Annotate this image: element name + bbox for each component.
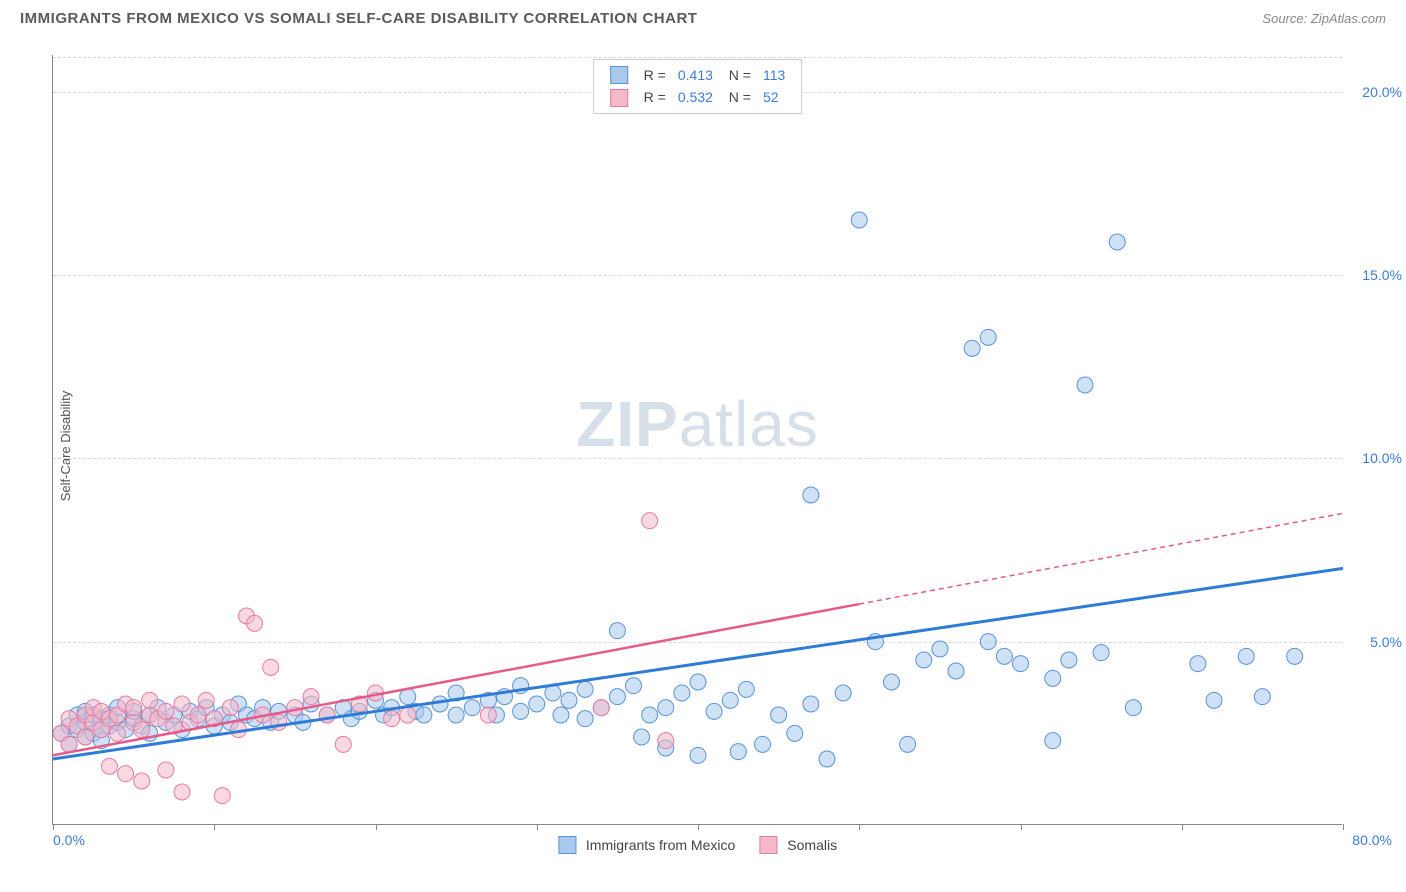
data-point bbox=[1190, 656, 1206, 672]
data-point bbox=[738, 681, 754, 697]
data-point bbox=[755, 736, 771, 752]
data-point bbox=[480, 707, 496, 723]
data-point bbox=[819, 751, 835, 767]
data-point bbox=[190, 707, 206, 723]
data-point bbox=[400, 707, 416, 723]
data-point bbox=[771, 707, 787, 723]
data-point bbox=[1206, 692, 1222, 708]
legend-item: Immigrants from Mexico bbox=[558, 836, 735, 854]
data-point bbox=[61, 736, 77, 752]
data-point bbox=[980, 634, 996, 650]
data-point bbox=[626, 678, 642, 694]
data-point bbox=[1077, 377, 1093, 393]
data-point bbox=[1238, 648, 1254, 664]
data-point bbox=[134, 722, 150, 738]
data-point bbox=[980, 329, 996, 345]
chart-header: IMMIGRANTS FROM MEXICO VS SOMALI SELF-CA… bbox=[0, 0, 1406, 35]
data-point bbox=[110, 725, 126, 741]
data-point bbox=[1287, 648, 1303, 664]
data-point bbox=[730, 744, 746, 760]
data-point bbox=[1254, 689, 1270, 705]
data-point bbox=[198, 692, 214, 708]
data-point bbox=[609, 623, 625, 639]
x-max-label: 80.0% bbox=[1352, 832, 1392, 848]
data-point bbox=[513, 703, 529, 719]
y-tick-label: 10.0% bbox=[1362, 450, 1402, 466]
data-point bbox=[1125, 700, 1141, 716]
data-point bbox=[335, 736, 351, 752]
data-point bbox=[263, 659, 279, 675]
data-point bbox=[553, 707, 569, 723]
data-point bbox=[134, 773, 150, 789]
data-point bbox=[932, 641, 948, 657]
data-point bbox=[593, 700, 609, 716]
y-tick-label: 20.0% bbox=[1362, 84, 1402, 100]
data-point bbox=[884, 674, 900, 690]
legend-row: R =0.413 N =113 bbox=[604, 64, 792, 86]
data-point bbox=[642, 513, 658, 529]
data-point bbox=[948, 663, 964, 679]
y-tick-label: 15.0% bbox=[1362, 267, 1402, 283]
data-point bbox=[706, 703, 722, 719]
data-point bbox=[464, 700, 480, 716]
data-point bbox=[900, 736, 916, 752]
data-point bbox=[174, 784, 190, 800]
data-point bbox=[916, 652, 932, 668]
data-point bbox=[101, 758, 117, 774]
data-point bbox=[609, 689, 625, 705]
data-point bbox=[561, 692, 577, 708]
data-point bbox=[634, 729, 650, 745]
legend-item: Somalis bbox=[759, 836, 837, 854]
data-point bbox=[222, 700, 238, 716]
data-point bbox=[1093, 645, 1109, 661]
data-point bbox=[158, 703, 174, 719]
legend-series: Immigrants from Mexico Somalis bbox=[558, 836, 837, 854]
chart-plot-area: ZIPatlas 5.0%10.0%15.0%20.0% R =0.413 N … bbox=[52, 55, 1342, 825]
data-point bbox=[416, 707, 432, 723]
scatter-plot bbox=[53, 55, 1342, 824]
data-point bbox=[964, 340, 980, 356]
data-point bbox=[448, 707, 464, 723]
data-point bbox=[174, 696, 190, 712]
data-point bbox=[118, 766, 134, 782]
data-point bbox=[851, 212, 867, 228]
data-point bbox=[577, 711, 593, 727]
trend-line-dashed bbox=[859, 513, 1343, 604]
data-point bbox=[1013, 656, 1029, 672]
trend-line bbox=[53, 604, 859, 755]
data-point bbox=[158, 762, 174, 778]
data-point bbox=[126, 700, 142, 716]
data-point bbox=[529, 696, 545, 712]
x-min-label: 0.0% bbox=[53, 832, 85, 848]
data-point bbox=[658, 700, 674, 716]
legend-row: R =0.532 N =52 bbox=[604, 86, 792, 108]
chart-title: IMMIGRANTS FROM MEXICO VS SOMALI SELF-CA… bbox=[20, 10, 697, 27]
data-point bbox=[996, 648, 1012, 664]
data-point bbox=[722, 692, 738, 708]
data-point bbox=[77, 729, 93, 745]
data-point bbox=[642, 707, 658, 723]
data-point bbox=[1109, 234, 1125, 250]
data-point bbox=[577, 681, 593, 697]
data-point bbox=[142, 692, 158, 708]
data-point bbox=[787, 725, 803, 741]
trend-line bbox=[53, 568, 1343, 759]
data-point bbox=[384, 711, 400, 727]
data-point bbox=[1045, 670, 1061, 686]
data-point bbox=[674, 685, 690, 701]
data-point bbox=[1061, 652, 1077, 668]
data-point bbox=[214, 788, 230, 804]
data-point bbox=[835, 685, 851, 701]
data-point bbox=[803, 696, 819, 712]
data-point bbox=[247, 615, 263, 631]
legend-correlation-box: R =0.413 N =113R =0.532 N =52 bbox=[593, 59, 803, 114]
data-point bbox=[690, 747, 706, 763]
data-point bbox=[658, 733, 674, 749]
data-point bbox=[1045, 733, 1061, 749]
y-tick-label: 5.0% bbox=[1370, 634, 1402, 650]
data-point bbox=[690, 674, 706, 690]
data-point bbox=[303, 689, 319, 705]
chart-source: Source: ZipAtlas.com bbox=[1262, 11, 1386, 26]
data-point bbox=[803, 487, 819, 503]
